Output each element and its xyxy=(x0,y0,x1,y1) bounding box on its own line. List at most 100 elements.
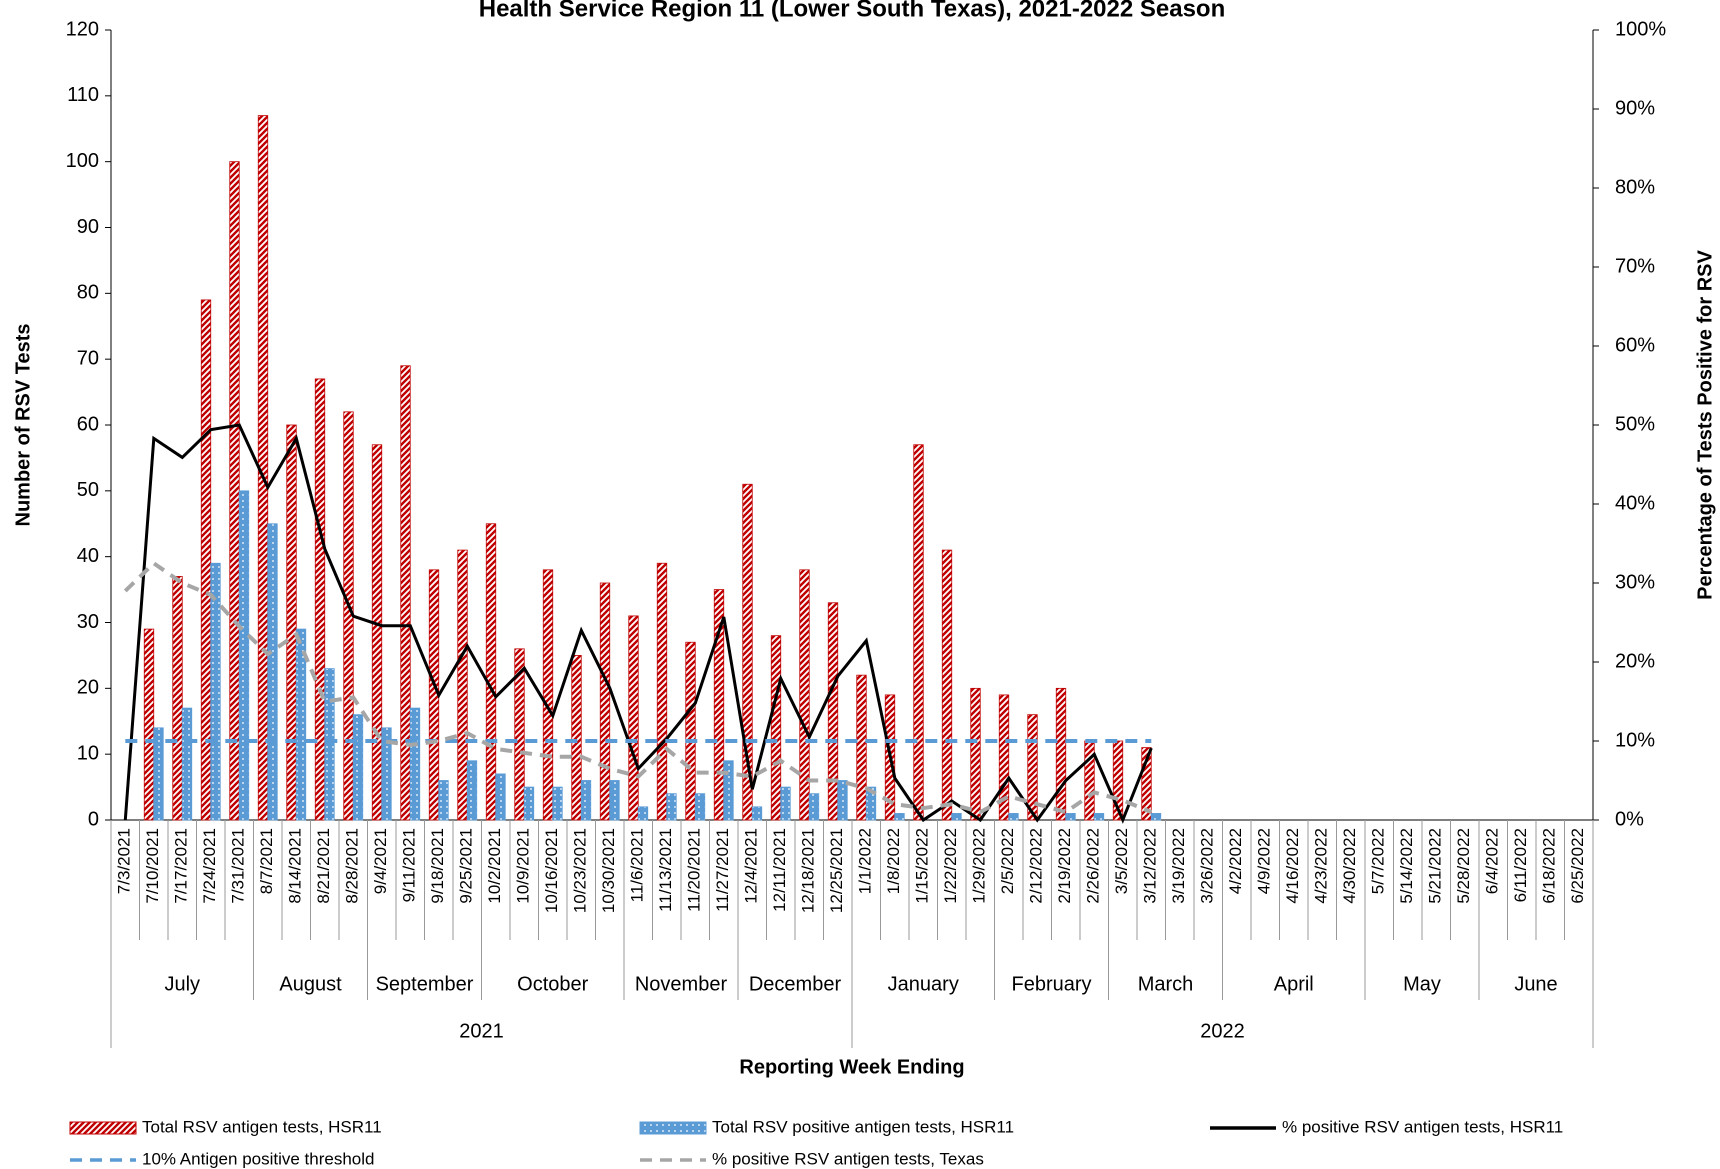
x-tick-label: 11/20/2021 xyxy=(685,828,704,912)
month-label: March xyxy=(1138,973,1194,995)
bar xyxy=(571,655,582,821)
x-tick-label: 6/4/2022 xyxy=(1483,828,1502,894)
y2-tick-label: 50% xyxy=(1615,413,1655,435)
legend-label: % positive RSV antigen tests, Texas xyxy=(712,1149,984,1168)
year-label: 2022 xyxy=(1200,1020,1245,1042)
bar xyxy=(770,635,782,821)
bar xyxy=(295,628,307,821)
y2-tick-label: 80% xyxy=(1615,176,1655,198)
y-tick-label: 30 xyxy=(77,611,99,633)
y2-tick-label: 70% xyxy=(1615,255,1655,277)
bar xyxy=(637,806,649,821)
year-label: 2021 xyxy=(459,1020,504,1042)
x-tick-label: 6/18/2022 xyxy=(1540,828,1559,904)
bar xyxy=(685,641,696,821)
bar xyxy=(1112,740,1124,821)
x-tick-label: 9/25/2021 xyxy=(457,828,476,904)
bar xyxy=(1008,813,1019,821)
x-tick-label: 7/17/2021 xyxy=(172,828,191,904)
y2-tick-label: 40% xyxy=(1615,492,1655,514)
x-tick-label: 8/14/2021 xyxy=(286,828,305,904)
y2-tick-label: 90% xyxy=(1615,97,1655,119)
x-tick-label: 11/27/2021 xyxy=(713,828,732,912)
bar xyxy=(1150,813,1162,821)
y-tick-label: 80 xyxy=(77,282,99,304)
x-tick-label: 7/31/2021 xyxy=(229,828,248,904)
bar xyxy=(324,668,335,821)
x-tick-label: 1/1/2022 xyxy=(856,828,875,894)
legend-label: 10% Antigen positive threshold xyxy=(142,1149,375,1168)
y-tick-label: 50 xyxy=(77,479,99,501)
x-tick-label: 7/10/2021 xyxy=(143,828,162,904)
month-label: June xyxy=(1514,973,1557,995)
y2-tick-label: 0% xyxy=(1615,808,1644,830)
x-tick-label: 5/14/2022 xyxy=(1397,828,1416,904)
x-tick-label: 10/2/2021 xyxy=(485,828,504,904)
legend-label: Total RSV positive antigen tests, HSR11 xyxy=(712,1117,1014,1136)
bar xyxy=(542,569,554,821)
x-tick-label: 8/7/2021 xyxy=(257,828,276,894)
bar xyxy=(409,707,421,821)
x-tick-label: 7/3/2021 xyxy=(115,828,134,894)
y2-tick-label: 60% xyxy=(1615,334,1655,356)
bar xyxy=(1141,747,1152,821)
x-tick-label: 7/24/2021 xyxy=(200,828,219,904)
y-tick-label: 70 xyxy=(77,347,99,369)
month-label: October xyxy=(517,973,588,995)
x-tick-label: 6/11/2022 xyxy=(1511,828,1530,902)
bar xyxy=(970,687,981,821)
bar xyxy=(694,793,706,821)
bar xyxy=(628,615,639,821)
bar xyxy=(495,773,506,821)
y2-tick-label: 20% xyxy=(1615,650,1655,672)
bar xyxy=(457,549,468,821)
legend-label: Total RSV antigen tests, HSR11 xyxy=(142,1117,382,1136)
bar xyxy=(352,714,364,821)
x-tick-label: 3/12/2022 xyxy=(1141,828,1160,904)
x-tick-label: 10/9/2021 xyxy=(514,828,533,904)
legend-label: % positive RSV antigen tests, HSR11 xyxy=(1282,1117,1563,1136)
bar xyxy=(780,786,791,821)
bar xyxy=(751,806,763,821)
x-tick-label: 3/19/2022 xyxy=(1169,828,1188,904)
bar xyxy=(837,780,848,821)
bar xyxy=(865,786,877,821)
bar xyxy=(314,378,326,821)
x-tick-label: 8/28/2021 xyxy=(343,828,362,904)
bar xyxy=(723,760,734,821)
bar xyxy=(1093,813,1105,821)
bar xyxy=(656,562,668,821)
x-tick-label: 9/18/2021 xyxy=(428,828,447,904)
x-axis-title: Reporting Week Ending xyxy=(739,1056,964,1078)
bar xyxy=(713,589,725,821)
y-tick-label: 60 xyxy=(77,413,99,435)
x-tick-label: 9/11/2021 xyxy=(400,828,419,902)
x-tick-label: 3/5/2022 xyxy=(1112,828,1131,894)
y2-tick-label: 10% xyxy=(1615,729,1655,751)
y-tick-label: 20 xyxy=(77,677,99,699)
month-label: January xyxy=(888,973,959,995)
month-label: December xyxy=(749,973,842,995)
bar xyxy=(913,444,924,821)
bar xyxy=(1027,714,1038,821)
x-tick-label: 9/4/2021 xyxy=(371,828,390,894)
bar xyxy=(181,707,193,821)
bar xyxy=(523,786,535,821)
x-tick-label: 10/30/2021 xyxy=(599,828,618,913)
bar xyxy=(172,576,183,821)
month-label: April xyxy=(1274,973,1314,995)
bar xyxy=(514,648,525,821)
x-tick-label: 1/29/2022 xyxy=(970,828,989,904)
y-tick-label: 90 xyxy=(77,216,99,238)
legend-swatch xyxy=(639,1121,707,1135)
bar xyxy=(856,674,867,821)
x-tick-label: 12/11/2021 xyxy=(770,828,789,912)
x-tick-label: 2/19/2022 xyxy=(1055,828,1074,904)
bar xyxy=(267,523,278,821)
y2-axis-title: Percentage of Tests Positive for RSV xyxy=(1694,249,1716,599)
y-tick-label: 100 xyxy=(66,150,99,172)
x-tick-label: 10/23/2021 xyxy=(571,828,590,913)
bar xyxy=(200,299,212,821)
